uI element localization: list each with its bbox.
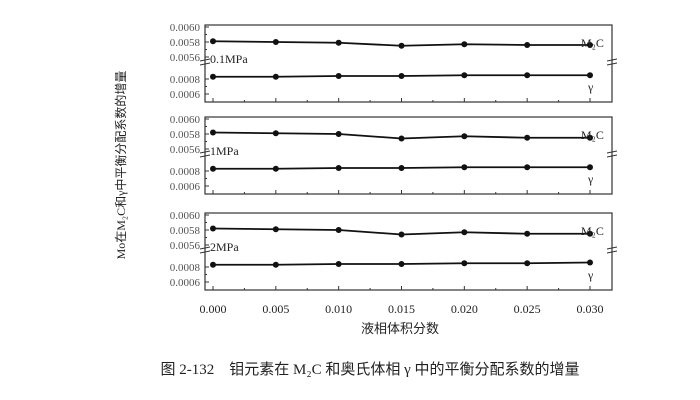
- gamma-point: [524, 164, 531, 171]
- axis-break-mark: [199, 58, 211, 62]
- axis-break-mark: [606, 250, 618, 254]
- y-tick-label: 0.0060: [170, 210, 201, 222]
- m2c-point: [210, 38, 216, 45]
- gamma-point: [272, 261, 279, 268]
- m2c-point: [210, 225, 216, 232]
- y-tick-label: 0.0058: [170, 129, 201, 141]
- axis-break-mark: [606, 246, 618, 250]
- x-tick-label: 0.020: [451, 302, 478, 316]
- gamma-series-label: γ: [587, 268, 594, 282]
- y-tick-label: 0.0008: [170, 166, 201, 178]
- gamma-point: [398, 165, 405, 171]
- axis-break-mark: [199, 246, 211, 250]
- m2c-point: [272, 130, 279, 137]
- y-tick-label: 0.0060: [170, 22, 201, 34]
- m2c-point: [272, 39, 279, 45]
- y-tick-label: 0.0008: [170, 262, 201, 274]
- m2c-series-label: M₂C: [581, 36, 604, 50]
- gamma-series-label: γ: [587, 80, 594, 94]
- x-tick-label: 0.025: [514, 302, 541, 316]
- y-tick-label: 0.0056: [170, 144, 201, 156]
- m2c-point: [461, 229, 468, 236]
- m2c-point: [335, 131, 342, 137]
- gamma-point: [461, 72, 468, 79]
- panel-frame: [204, 24, 613, 103]
- m2c-point: [398, 135, 405, 142]
- axis-break-mark: [199, 62, 211, 66]
- gamma-series-label: γ: [587, 172, 594, 186]
- y-tick-label: 0.0056: [170, 52, 201, 64]
- y-tick-label: 0.0060: [170, 114, 201, 126]
- panel-pressure-label: 2MPa: [210, 240, 239, 254]
- y-tick-label: 0.0058: [170, 37, 201, 49]
- gamma-point: [587, 164, 593, 171]
- axis-break-mark: [606, 154, 618, 158]
- x-tick-label: 0.030: [577, 302, 604, 316]
- m2c-point: [210, 129, 216, 136]
- x-axis-label: 液相体积分数: [360, 321, 439, 336]
- gamma-point: [335, 73, 342, 79]
- m2c-point: [524, 230, 531, 237]
- y-tick-label: 0.0058: [170, 225, 201, 237]
- axis-break-mark: [606, 62, 618, 66]
- gamma-point: [272, 165, 279, 172]
- panel-frame: [204, 212, 613, 291]
- x-tick-label: 0.015: [388, 302, 415, 316]
- gamma-point: [587, 259, 593, 266]
- panel-frame: [204, 116, 613, 195]
- y-tick-label: 0.0006: [170, 89, 201, 101]
- m2c-point: [398, 231, 405, 238]
- gamma-point: [335, 261, 342, 267]
- y-tick-label: 0.0008: [170, 74, 201, 86]
- gamma-point: [210, 261, 216, 268]
- m2c-series-label: M₂C: [581, 224, 604, 238]
- m2c-point: [524, 134, 531, 141]
- y-tick-label: 0.0056: [170, 240, 201, 252]
- m2c-point: [587, 134, 593, 141]
- panel-pressure-label: 0.1MPa: [210, 52, 248, 66]
- gamma-point: [398, 261, 405, 267]
- m2c-point: [335, 227, 342, 233]
- gamma-point: [461, 164, 468, 171]
- m2c-point: [398, 42, 405, 49]
- gamma-point: [335, 165, 342, 171]
- axis-break-mark: [606, 150, 618, 154]
- gamma-point: [398, 73, 405, 79]
- m2c-point: [272, 226, 279, 233]
- axis-break-mark: [199, 154, 211, 158]
- gamma-point: [210, 73, 216, 80]
- m2c-point: [587, 42, 593, 48]
- axis-break-mark: [606, 58, 618, 62]
- x-tick-label: 0.010: [325, 302, 352, 316]
- x-tick-label: 0.005: [262, 302, 289, 316]
- m2c-series-label: M₂C: [581, 128, 604, 142]
- gamma-point: [524, 72, 531, 79]
- panel-pressure-label: 1MPa: [210, 144, 239, 158]
- axis-break-mark: [199, 250, 211, 254]
- m2c-point: [335, 39, 342, 46]
- gamma-point: [272, 73, 279, 80]
- x-tick-label: 0.000: [200, 302, 227, 316]
- m2c-point: [587, 230, 593, 237]
- gamma-point: [587, 72, 593, 79]
- y-tick-label: 0.0006: [170, 277, 201, 289]
- gamma-point: [524, 260, 531, 267]
- figure-caption: 图 2-132 钼元素在 M₂C 和奥氏体相 γ 中的平衡分配系数的增量: [160, 362, 580, 378]
- m2c-point: [524, 42, 531, 48]
- axis-break-mark: [199, 150, 211, 154]
- m2c-point: [461, 133, 468, 140]
- gamma-point: [461, 260, 468, 267]
- y-axis-label: Mo在M₂C和γ中平衡分配系数的增量: [114, 70, 128, 260]
- gamma-point: [210, 165, 216, 172]
- y-tick-label: 0.0006: [170, 181, 201, 193]
- m2c-point: [461, 41, 468, 48]
